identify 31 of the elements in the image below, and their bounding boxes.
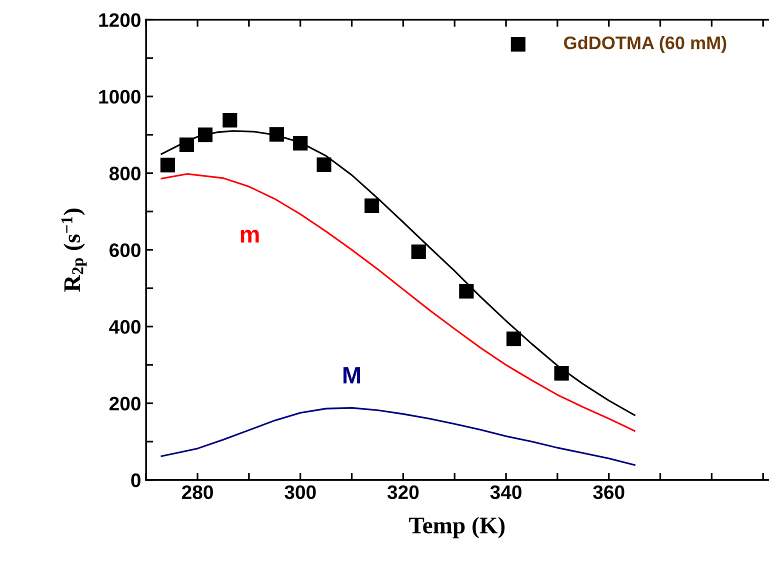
- series-label: m: [240, 230, 259, 243]
- y-tick-label: 1000: [99, 90, 140, 104]
- point: [506, 332, 522, 346]
- line-series: [160, 173, 636, 432]
- x-tick-label: 340: [490, 485, 522, 500]
- y-tick-label: 200: [109, 396, 140, 410]
- x-axis-title: Temp (K): [409, 516, 505, 538]
- point: [554, 366, 569, 381]
- line-series: [160, 407, 636, 466]
- y-tick-label: 0: [131, 473, 140, 488]
- y-tick-label: 800: [109, 166, 140, 180]
- point: [411, 244, 426, 260]
- point: [222, 112, 238, 128]
- point: [198, 128, 213, 142]
- y-axis-title: R$_{2p}$ (s$^{−1}$): [61, 208, 87, 292]
- point: [160, 158, 175, 172]
- y-tick-label: 600: [110, 243, 140, 258]
- y-tick-label: 1200: [99, 13, 140, 27]
- x-tick-label: 280: [182, 485, 213, 500]
- point: [293, 136, 308, 151]
- legend-label: GdDOTMA (60 mM): [564, 36, 726, 53]
- x-tick-label: 360: [593, 485, 624, 500]
- point: [364, 198, 380, 214]
- point: [459, 284, 474, 299]
- point: [179, 137, 194, 152]
- series-label: M: [344, 367, 360, 384]
- x-tick-label: 300: [284, 485, 316, 500]
- x-tick-label: 320: [387, 485, 419, 500]
- y-tick-label: 400: [109, 320, 140, 334]
- point: [269, 127, 284, 142]
- point: [316, 157, 332, 172]
